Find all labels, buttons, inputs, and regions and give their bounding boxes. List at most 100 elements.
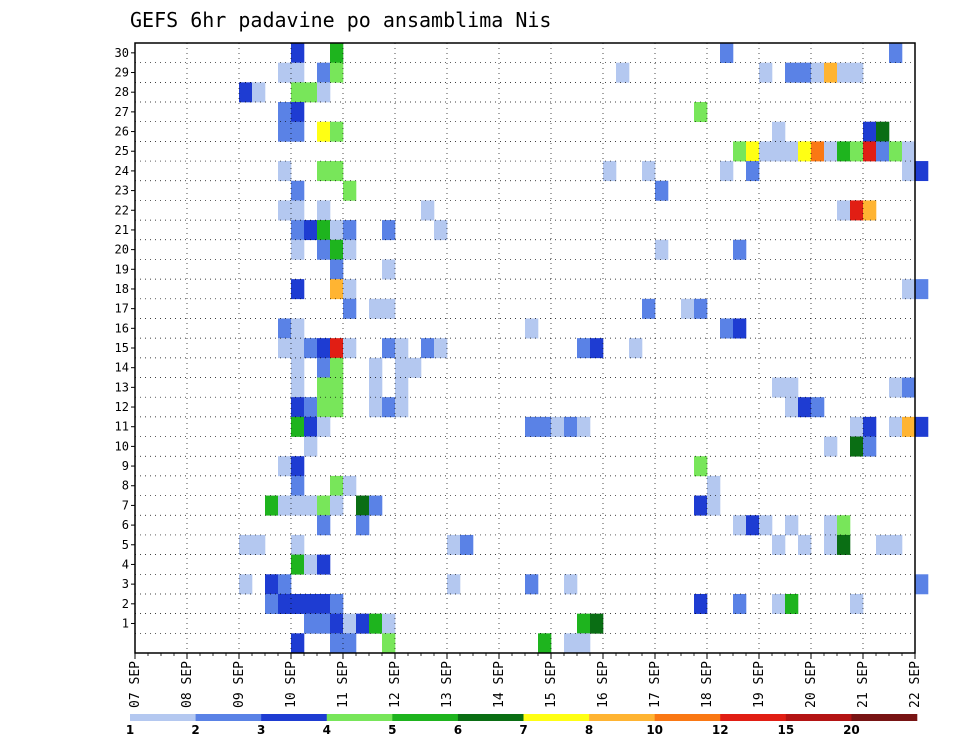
y-tick-label: 6	[122, 518, 129, 532]
heatmap-cell-m11-t13	[304, 416, 318, 437]
heatmap-cell-m11-t31	[538, 416, 552, 437]
y-tick-label: 11	[115, 420, 129, 434]
x-tick-label: 20 SEP	[804, 661, 819, 708]
heatmap-cell-m0-t15	[330, 633, 344, 654]
heatmap-cell-m22-t22	[421, 200, 435, 221]
y-tick-label: 18	[115, 282, 129, 296]
heatmap-cell-m28-t13	[304, 82, 318, 103]
heatmap-cell-m8-t15	[330, 475, 344, 496]
heatmap-cell-m11-t58	[889, 416, 903, 437]
heatmap-cell-m1-t17	[356, 613, 370, 634]
heatmap-cell-m13-t14	[317, 377, 331, 398]
heatmap-cell-m10-t13	[304, 436, 318, 457]
x-tick-label: 18 SEP	[700, 661, 715, 708]
heatmap-cell-m7-t44	[707, 495, 721, 516]
x-tick-label: 11 SEP	[336, 661, 351, 708]
heatmap-cell-m13-t49	[772, 377, 786, 398]
heatmap-cell-m13-t59	[902, 377, 916, 398]
heatmap-cell-m24-t39	[642, 161, 656, 182]
heatmap-cell-m23-t40	[655, 180, 669, 201]
heatmap-cell-m25-t49	[772, 141, 786, 162]
heatmap-cell-m5-t58	[889, 534, 903, 555]
chart-title: GEFS 6hr padavine po ansamblima Nis	[130, 8, 551, 32]
heatmap-cell-m3-t8	[239, 574, 253, 595]
heatmap-cell-m30-t15	[330, 43, 344, 63]
color-bar-swatch	[392, 714, 459, 721]
heatmap-cell-m26-t12	[291, 121, 305, 142]
heatmap-cell-m15-t38	[629, 338, 643, 359]
heatmap-cell-m5-t12	[291, 534, 305, 555]
y-tick-label: 14	[115, 361, 129, 375]
heatmap-cell-m20-t12	[291, 239, 305, 260]
heatmap-cell-m5-t51	[798, 534, 812, 555]
heatmap-cell-m26-t15	[330, 121, 344, 142]
x-tick-label: 12 SEP	[388, 661, 403, 708]
heatmap-cell-m22-t14	[317, 200, 331, 221]
heatmap-cell-m16-t30	[525, 318, 539, 339]
heatmap-cell-m24-t36	[603, 161, 617, 182]
heatmap-cell-m29-t48	[759, 62, 773, 83]
heatmap-cell-m5-t8	[239, 534, 253, 555]
heatmap-cell-m12-t19	[382, 397, 396, 418]
heatmap-cell-m16-t45	[720, 318, 734, 339]
color-bar-label: 8	[585, 723, 593, 737]
y-tick-label: 27	[115, 105, 129, 119]
heatmap-cell-m20-t15	[330, 239, 344, 260]
heatmap-cell-m2-t15	[330, 593, 344, 614]
heatmap-cell-m27-t12	[291, 102, 305, 123]
x-tick-label: 07 SEP	[128, 661, 143, 708]
heatmap-cell-m1-t35	[590, 613, 604, 634]
heatmap-cell-m14-t14	[317, 357, 331, 378]
heatmap-cell-m25-t59	[902, 141, 916, 162]
y-tick-label: 5	[122, 538, 129, 552]
y-tick-label: 30	[115, 46, 129, 60]
heatmap-cell-m25-t51	[798, 141, 812, 162]
y-tick-label: 13	[115, 380, 129, 394]
x-tick-label: 09 SEP	[232, 661, 247, 708]
heatmap-cell-m7-t12	[291, 495, 305, 516]
heatmap-cell-m12-t15	[330, 397, 344, 418]
color-bar-label: 20	[843, 723, 860, 737]
heatmap-cell-m0-t19	[382, 633, 396, 654]
heatmap-cell-m1-t15	[330, 613, 344, 634]
heatmap-cell-m28-t12	[291, 82, 305, 103]
heatmap-cell-m26-t57	[876, 121, 890, 142]
heatmap-cell-m27-t11	[278, 102, 292, 123]
heatmap-cell-m24-t59	[902, 161, 916, 182]
heatmap-cell-m29-t11	[278, 62, 292, 83]
heatmap-cell-m15-t19	[382, 338, 396, 359]
heatmap-cell-m25-t46	[733, 141, 747, 162]
y-tick-label: 25	[115, 144, 129, 158]
heatmap-cell-m2-t11	[278, 593, 292, 614]
y-tick-label: 19	[115, 262, 129, 276]
heatmap-cell-m21-t19	[382, 220, 396, 241]
heatmap-cell-m20-t16	[343, 239, 357, 260]
heatmap-cell-m21-t13	[304, 220, 318, 241]
y-tick-label: 15	[115, 341, 129, 355]
y-tick-label: 1	[122, 616, 129, 630]
heatmap-cell-m6-t46	[733, 515, 747, 536]
heatmap-cell-m27-t43	[694, 102, 708, 123]
x-tick-label: 17 SEP	[648, 661, 663, 708]
heatmap-cell-m2-t49	[772, 593, 786, 614]
heatmap-cell-m21-t12	[291, 220, 305, 241]
heatmap-cell-m11-t32	[551, 416, 565, 437]
heatmap-cell-m29-t53	[824, 62, 838, 83]
color-bar-legend: 1 2 3 4 5 6 7 8 10 12 15 20	[126, 714, 918, 737]
heatmap-cell-m24-t45	[720, 161, 734, 182]
heatmap-cell-m6-t14	[317, 515, 331, 536]
heatmap-cell-m12-t50	[785, 397, 799, 418]
heatmap-cell-m3-t10	[265, 574, 279, 595]
heatmap-cell-m12-t12	[291, 397, 305, 418]
y-tick-label: 22	[115, 203, 129, 217]
color-bar-label: 4	[323, 723, 331, 737]
heatmap-cell-m1-t14	[317, 613, 331, 634]
heatmap-cell-m23-t12	[291, 180, 305, 201]
x-tick-label: 21 SEP	[856, 661, 871, 708]
heatmap-cell-m18-t16	[343, 279, 357, 300]
heatmap-cell-m0-t12	[291, 633, 305, 654]
heatmap-cell-m9-t43	[694, 456, 708, 477]
heatmap-cell-m17-t43	[694, 298, 708, 319]
heatmap-cell-m29-t37	[616, 62, 630, 83]
